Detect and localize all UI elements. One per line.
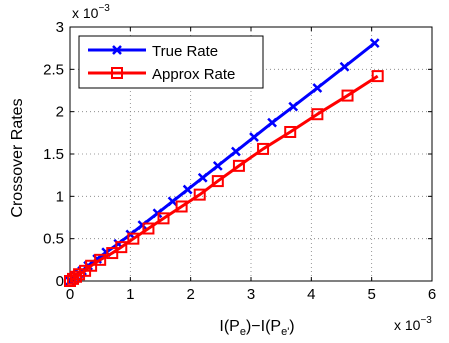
x-tick-label: 3 <box>247 286 255 303</box>
data-point-approx-rate <box>94 253 107 266</box>
data-point-approx-rate <box>115 241 128 254</box>
legend-item-true-rate: True Rate <box>88 43 218 60</box>
legend-item-approx-rate: Approx Rate <box>88 66 235 83</box>
y-tick-label: 1.5 <box>43 146 64 163</box>
x-multiplier-exponent: −3 <box>420 315 432 326</box>
data-point-approx-rate <box>142 222 155 235</box>
data-point-approx-rate <box>193 188 206 201</box>
data-point-true-rate <box>231 146 241 157</box>
legend-box <box>78 35 264 89</box>
x-tick-label: 5 <box>367 286 375 303</box>
data-point-approx-rate <box>371 70 384 83</box>
data-point-true-rate <box>197 172 208 183</box>
x-multiplier-label: x 10−3 <box>394 315 432 333</box>
data-point-approx-rate <box>175 200 188 213</box>
data-point-true-rate <box>212 160 223 171</box>
data-point-approx-rate <box>211 175 224 188</box>
series-approx-rate <box>64 70 384 287</box>
x-tick-label: 0 <box>66 286 74 303</box>
data-point-approx-rate <box>341 89 354 102</box>
x-tick-label: 6 <box>428 286 436 303</box>
y-tick-label: 0.5 <box>43 231 64 248</box>
series-layer <box>64 38 384 287</box>
data-point-true-rate <box>137 220 148 231</box>
y-tick-label: 0 <box>56 273 64 290</box>
axis-ticks: 0 1 2 3 4 5 6 0 0.5 1 1.5 2 2.5 3 <box>43 19 436 303</box>
data-point-true-rate <box>267 117 278 128</box>
y-tick-label: 2 <box>56 104 64 121</box>
y-multiplier-exponent: −3 <box>98 3 110 14</box>
x-tick-label: 4 <box>307 286 315 303</box>
data-point-true-rate <box>167 196 178 207</box>
data-point-approx-rate <box>311 108 324 121</box>
x-axis-label: I(Pe)−I(Pe') <box>219 318 294 338</box>
data-point-true-rate <box>312 83 323 93</box>
legend-label-approx-rate: Approx Rate <box>152 66 235 83</box>
data-point-approx-rate <box>157 212 170 225</box>
legend-label-true-rate: True Rate <box>152 43 218 60</box>
y-axis-label: Crossover Rates <box>9 98 26 217</box>
legend: True Rate Approx Rate <box>78 35 264 89</box>
data-point-approx-rate <box>284 125 297 138</box>
legend-marker-approx-rate <box>111 67 123 79</box>
data-point-true-rate <box>339 61 350 72</box>
data-point-approx-rate <box>232 159 245 172</box>
y-multiplier-label: x 10−3 <box>72 3 110 21</box>
legend-marker-true-rate <box>112 45 122 55</box>
x-tick-label: 2 <box>186 286 194 303</box>
data-point-approx-rate <box>257 142 270 155</box>
data-point-true-rate <box>288 101 299 112</box>
data-point-true-rate <box>182 184 193 195</box>
data-point-true-rate <box>249 132 259 142</box>
y-tick-label: 2.5 <box>43 61 64 78</box>
y-tick-label: 3 <box>56 19 64 36</box>
data-point-approx-rate <box>127 232 140 245</box>
data-point-approx-rate <box>73 268 86 281</box>
data-point-true-rate <box>369 38 380 48</box>
x-tick-label: 1 <box>126 286 134 303</box>
data-point-true-rate <box>152 208 163 219</box>
y-tick-label: 1 <box>56 188 64 205</box>
